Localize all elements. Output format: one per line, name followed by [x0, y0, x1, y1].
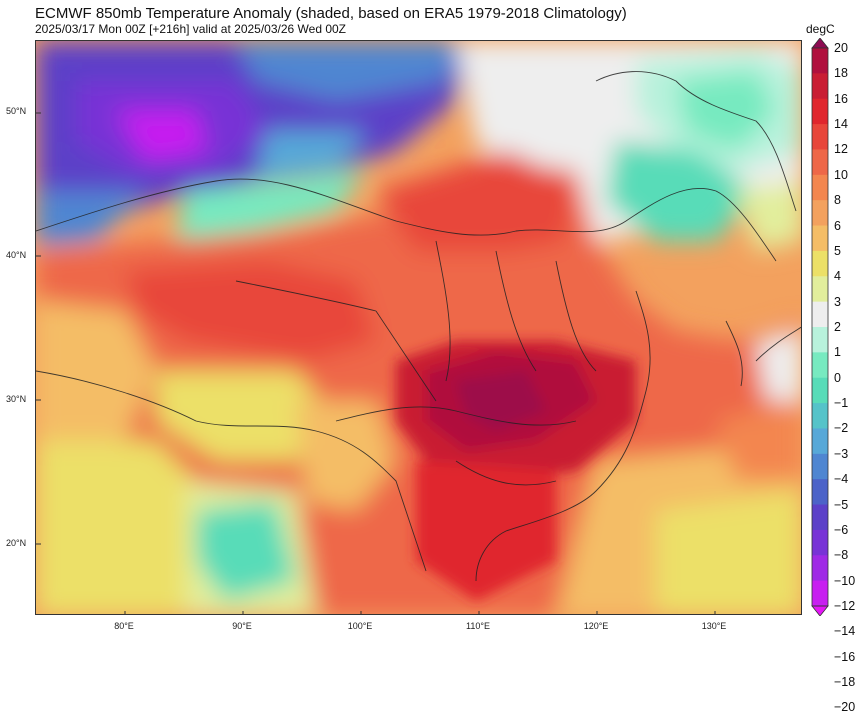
colorbar-swatch: [812, 555, 828, 582]
colorbar-swatch: [812, 149, 828, 176]
colorbar-bottom-arrow: [811, 605, 829, 616]
colorbar-tick-label: 0: [834, 370, 841, 385]
colorbar-tick-label: 3: [834, 294, 841, 309]
colorbar-swatch: [812, 73, 828, 100]
lat-label-30n: 30°N: [6, 394, 27, 404]
colorbar-tick-label: −18: [834, 675, 856, 690]
colorbar-tick-label: 1: [834, 345, 841, 360]
lat-label-50n: 50°N: [6, 106, 27, 116]
colorbar-swatch: [812, 352, 828, 379]
colorbar-tick-label: 6: [834, 218, 841, 233]
colorbar-swatch: [812, 327, 828, 353]
lat-label-20n: 20°N: [6, 538, 27, 548]
lon-label-120e: 120°E: [583, 621, 609, 631]
lat-label-40n: 40°N: [6, 250, 27, 260]
colorbar-unit: degC: [806, 22, 835, 36]
colorbar-swatch: [812, 479, 828, 506]
colorbar-swatch: [812, 580, 828, 607]
temperature-anomaly-map: [35, 40, 802, 615]
colorbar-tick-label: 20: [834, 41, 848, 55]
colorbar-tick-label: −12: [834, 599, 856, 613]
colorbar-swatch: [812, 48, 828, 74]
map-title: ECMWF 850mb Temperature Anomaly (shaded,…: [35, 5, 627, 22]
colorbar-swatch: [812, 377, 828, 404]
colorbar-tick-label: 5: [834, 243, 841, 258]
lon-label-80e: 80°E: [114, 621, 134, 631]
colorbar-tick-label: −14: [834, 624, 856, 639]
colorbar-tick-label: 12: [834, 142, 848, 157]
colorbar-swatch: [812, 529, 828, 556]
colorbar-tick-label: 8: [834, 193, 841, 208]
colorbar-tick-label: −16: [834, 649, 856, 664]
colorbar-swatch: [812, 301, 828, 328]
colorbar-tick-label: 4: [834, 269, 841, 284]
colorbar: [811, 38, 829, 616]
lon-label-100e: 100°E: [347, 621, 373, 631]
colorbar-tick-label: −6: [834, 522, 849, 537]
colorbar-tick-label: −1: [834, 396, 849, 411]
colorbar-tick-label: −10: [834, 573, 856, 588]
colorbar-swatch: [812, 250, 828, 277]
colorbar-swatch: [812, 174, 828, 201]
lon-label-130e: 130°E: [701, 621, 727, 631]
colorbar-tick-label: 18: [834, 66, 848, 81]
colorbar-tick-label: 16: [834, 91, 848, 106]
colorbar-tick-label: 2: [834, 320, 841, 334]
lon-label-110e: 110°E: [466, 621, 490, 631]
colorbar-swatch: [812, 428, 828, 455]
colorbar-swatch: [812, 98, 828, 125]
colorbar-tick-label: −3: [834, 446, 849, 461]
colorbar-tick-label: 14: [834, 117, 848, 132]
colorbar-swatch: [812, 124, 828, 150]
colorbar-swatch: [812, 276, 828, 303]
colorbar-tick-label: −2: [834, 421, 849, 436]
colorbar-swatch: [812, 200, 828, 227]
colorbar-top-arrow: [811, 38, 829, 49]
lon-label-90e: 90°E: [232, 621, 252, 631]
colorbar-tick-label: −8: [834, 548, 849, 563]
colorbar-swatch: [812, 504, 828, 531]
colorbar-swatch: [812, 453, 828, 480]
colorbar-tick-label: −5: [834, 497, 849, 512]
map-subtitle: 2025/03/17 Mon 00Z [+216h] valid at 2025…: [35, 22, 347, 36]
colorbar-tick-label: 10: [834, 167, 848, 182]
colorbar-swatch: [812, 225, 828, 252]
colorbar-tick-label: −20: [834, 700, 856, 714]
colorbar-swatch: [812, 403, 828, 429]
colorbar-tick-label: −4: [834, 472, 849, 487]
